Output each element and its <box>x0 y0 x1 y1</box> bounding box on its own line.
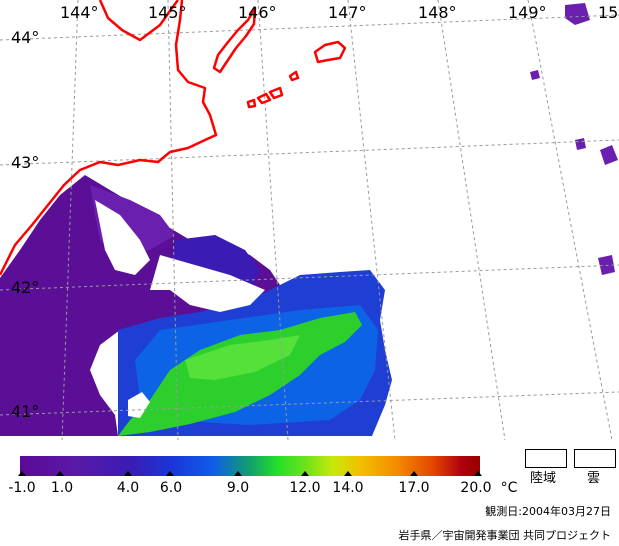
colorbar-tick-label: -1.0 <box>8 480 36 496</box>
sst-patch <box>530 70 540 80</box>
longitude-line <box>527 0 613 440</box>
longitude-line <box>257 0 289 440</box>
colorbar-tick-label: 20.0 <box>460 480 492 496</box>
longitude-label: 144° <box>60 3 99 22</box>
longitude-line <box>347 0 396 440</box>
colorbar-tick <box>166 471 174 476</box>
colorbar-tick-label: 9.0 <box>226 480 250 496</box>
colorbar-tick <box>344 471 352 476</box>
sst-field <box>0 3 618 436</box>
island-coast <box>268 86 284 100</box>
colorbar-tick <box>301 471 309 476</box>
land-legend-swatch <box>525 449 567 468</box>
island-coast <box>256 92 272 105</box>
island-coast <box>246 98 257 109</box>
longitude-line <box>167 0 179 440</box>
land-legend-label: 陸域 <box>530 471 557 486</box>
colorbar-unit: °C <box>500 480 518 496</box>
graticule <box>0 0 619 440</box>
colorbar-tick <box>410 471 418 476</box>
colorbar-tick <box>234 471 242 476</box>
latitude-label: 42° <box>11 278 40 297</box>
latitude-line <box>0 14 619 41</box>
colorbar-tick-label: 12.0 <box>289 480 321 496</box>
sst-patch <box>575 138 586 150</box>
sst-cold-region <box>0 175 280 436</box>
cloud-mask <box>150 255 265 312</box>
latitude-line <box>0 264 619 291</box>
cloud-mask <box>128 392 150 418</box>
island-coast <box>288 70 300 82</box>
sst-patch <box>565 3 590 25</box>
coastline <box>0 0 347 276</box>
colorbar-tick <box>124 471 132 476</box>
project-credit: 岩手県／宇宙開発事業団 共同プロジェクト <box>398 529 612 542</box>
latitude-line <box>0 391 619 416</box>
sst-warm-region <box>185 335 300 380</box>
colorbar-tick-label: 6.0 <box>159 480 183 496</box>
colorbar-tick <box>18 471 26 476</box>
sea-surface-temperature-map <box>0 0 619 440</box>
longitude-line <box>437 0 506 440</box>
island-coast <box>313 40 347 64</box>
longitude-label: 145° <box>148 3 187 22</box>
island-coast <box>212 6 257 74</box>
colorbar-tick <box>56 471 64 476</box>
observation-date: 観測日:2004年03月27日 <box>485 505 611 518</box>
longitude-label: 15 <box>598 3 619 22</box>
sst-patch <box>600 145 618 165</box>
latitude-label: 44° <box>11 28 40 47</box>
temperature-colorbar <box>20 456 480 476</box>
cloud-legend-swatch <box>574 449 616 468</box>
colorbar-tick-label: 4.0 <box>116 480 140 496</box>
latitude-line <box>0 139 619 166</box>
sst-patch <box>598 255 615 275</box>
colorbar-tick-label: 1.0 <box>50 480 74 496</box>
colorbar-tick-label: 17.0 <box>398 480 430 496</box>
cloud-legend-label: 雲 <box>587 471 601 486</box>
longitude-label: 148° <box>418 3 457 22</box>
latitude-label: 43° <box>11 153 40 172</box>
longitude-label: 147° <box>328 3 367 22</box>
longitude-line <box>61 0 79 440</box>
colorbar-tick <box>474 471 482 476</box>
longitude-label: 149° <box>508 3 547 22</box>
latitude-label: 41° <box>11 402 40 421</box>
longitude-label: 146° <box>238 3 277 22</box>
cloud-mask <box>95 200 150 275</box>
hokkaido-coast <box>0 0 218 276</box>
colorbar-tick-label: 14.0 <box>332 480 364 496</box>
